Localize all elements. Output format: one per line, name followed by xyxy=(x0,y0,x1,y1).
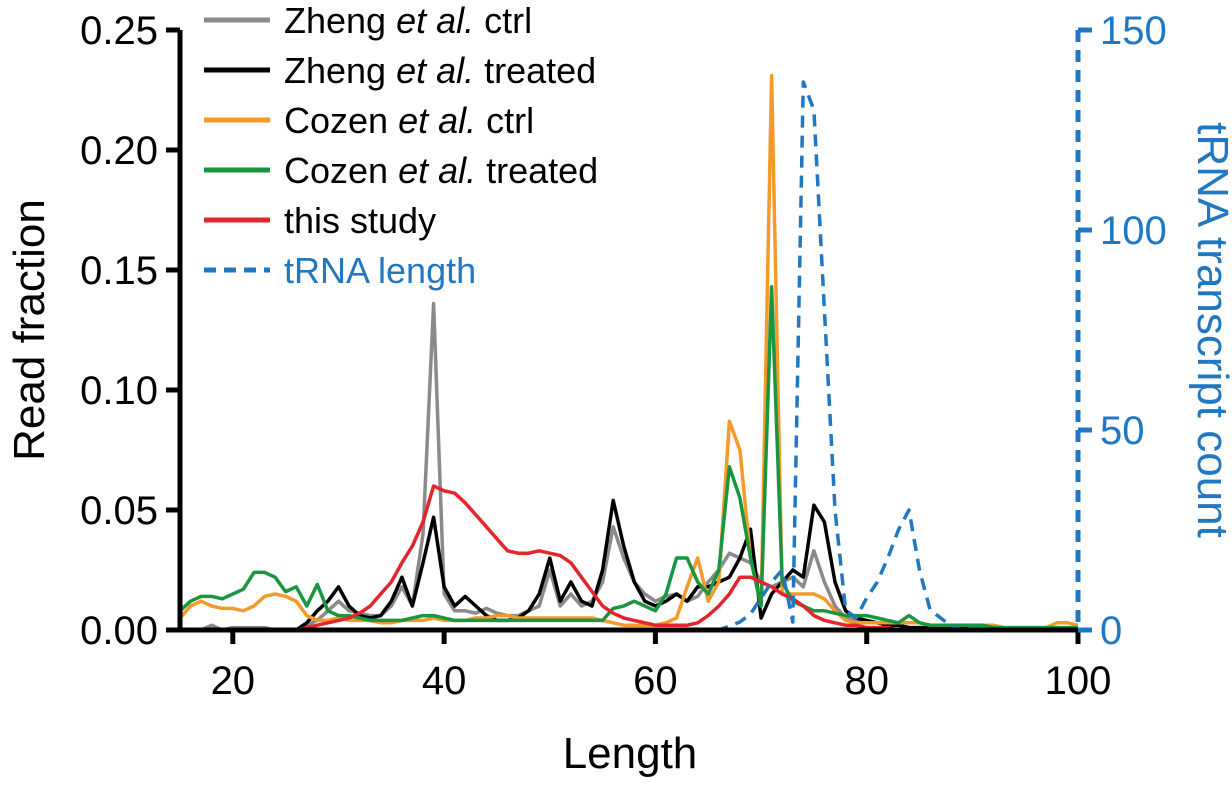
x-tick-label: 100 xyxy=(1045,659,1112,703)
legend-label-5: this study xyxy=(284,200,436,241)
legend-label-4: Cozen et al. treated xyxy=(284,150,598,191)
y2-tick-label: 50 xyxy=(1100,409,1145,453)
series-line-2 xyxy=(180,498,1078,632)
series-line-4 xyxy=(178,285,1078,630)
y-tick-label: 0.15 xyxy=(80,249,158,293)
legend-label-2: Zheng et al. treated xyxy=(284,50,596,91)
x-tick-label: 40 xyxy=(422,659,467,703)
y2-tick-label: 100 xyxy=(1100,209,1167,253)
legend: Zheng et al. ctrl Zheng et al. treated Coz… xyxy=(204,0,598,291)
series-line-6 xyxy=(676,80,973,632)
x-tick-label: 20 xyxy=(211,659,256,703)
x-axis-title: Length xyxy=(563,729,698,778)
y-tick-label: 0.10 xyxy=(80,369,158,413)
legend-label-1: Zheng et al. ctrl xyxy=(284,0,532,41)
axes-layer: 0.00 0.05 0.10 0.15 0.20 0.25 20 40 60 80 100 0 50 10… xyxy=(80,9,1167,703)
legend-label-6: tRNA length xyxy=(284,250,476,291)
y-tick-label: 0.25 xyxy=(80,9,158,53)
y2-tick-label: 150 xyxy=(1100,9,1167,53)
x-tick-label: 80 xyxy=(844,659,889,703)
y2-tick-label: 0 xyxy=(1100,609,1122,653)
y-tick-label: 0.20 xyxy=(80,129,158,173)
y2-axis-title: tRNA transcript count xyxy=(1188,122,1232,538)
x-tick-label: 60 xyxy=(633,659,678,703)
y-tick-label: 0.05 xyxy=(80,489,158,533)
y-axis-title: Read fraction xyxy=(5,199,54,461)
legend-label-3: Cozen et al. ctrl xyxy=(284,100,534,141)
series-line-1 xyxy=(180,301,1078,632)
y-tick-label: 0.00 xyxy=(80,609,158,653)
